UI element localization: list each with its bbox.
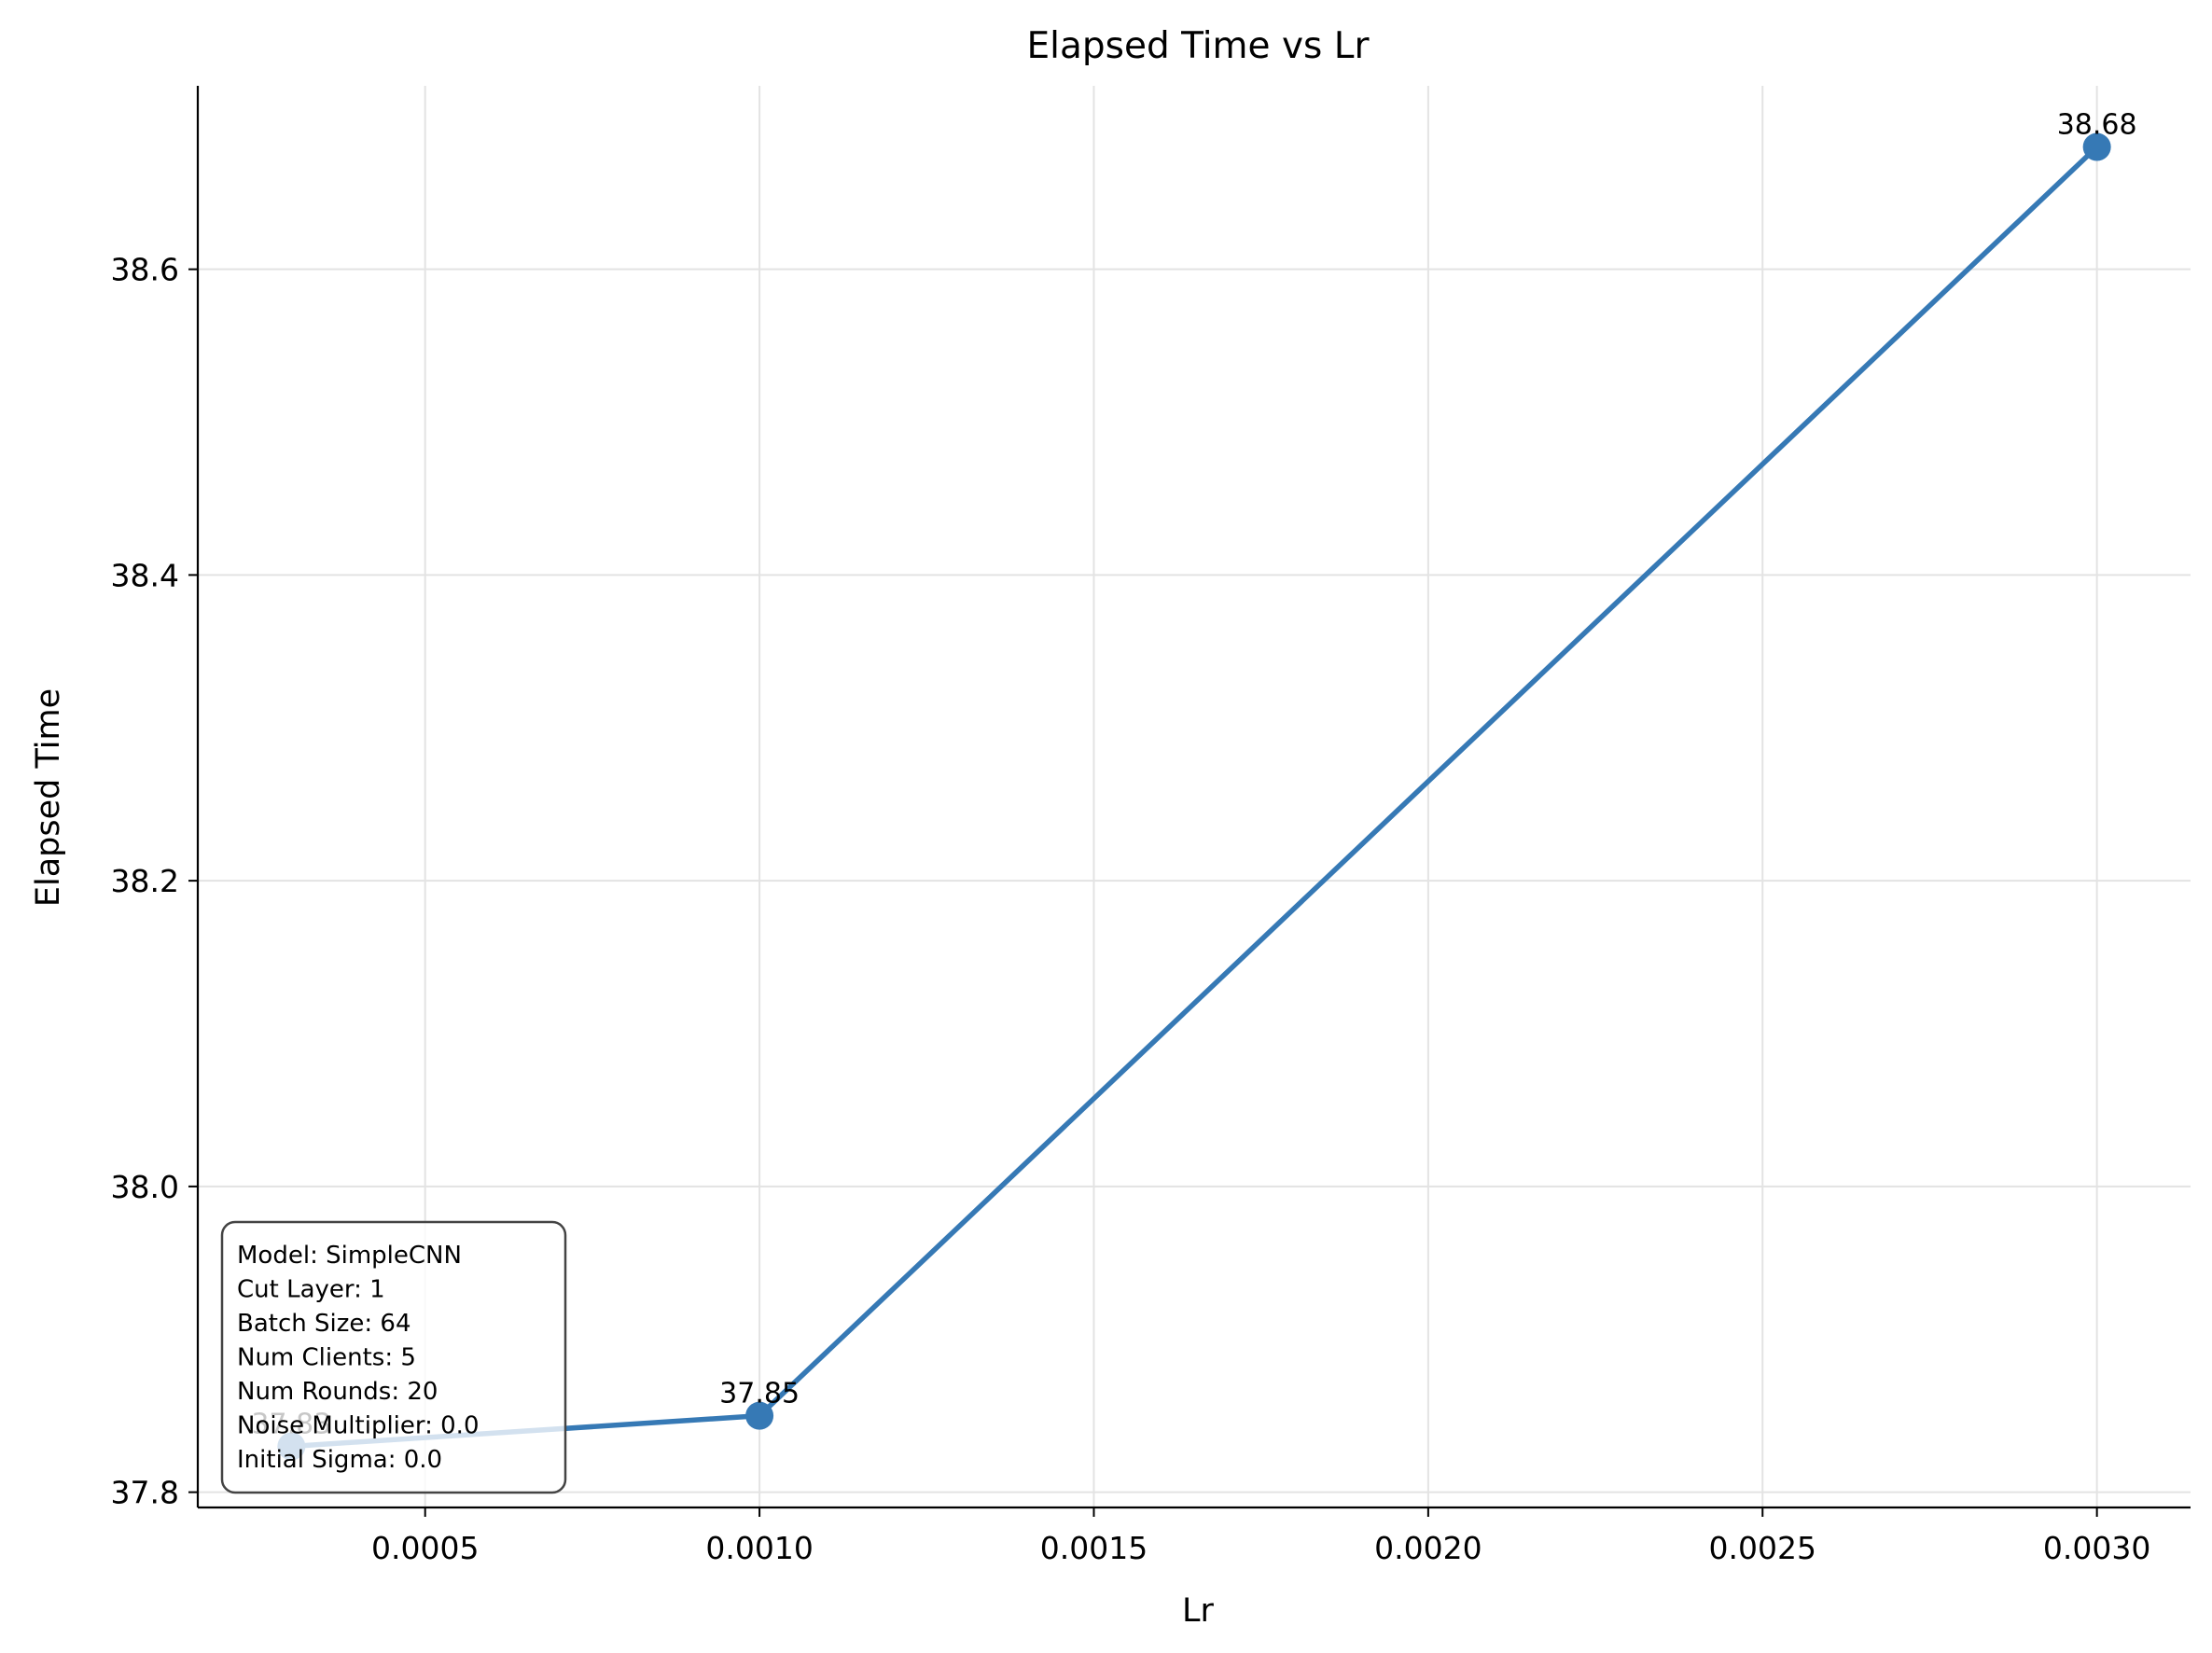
info-line: Num Clients: 5 [237,1344,416,1372]
x-tick-label: 0.0005 [371,1530,479,1566]
x-tick-label: 0.0010 [705,1530,813,1566]
x-tick-label: 0.0020 [1374,1530,1482,1566]
x-axis-label: Lr [1182,1592,1214,1630]
y-axis-label: Elapsed Time [30,688,67,907]
chart-title: Elapsed Time vs Lr [1027,25,1370,67]
y-tick-label: 38.0 [111,1169,179,1205]
data-point [2082,132,2111,161]
x-tick-label: 0.0015 [1040,1530,1148,1566]
info-line: Noise Multiplier: 0.0 [237,1412,480,1440]
data-label: 37.85 [719,1378,800,1410]
x-tick-label: 0.0030 [2043,1530,2150,1566]
info-line: Cut Layer: 1 [237,1276,385,1304]
info-line: Initial Sigma: 0.0 [237,1446,442,1474]
y-tick-label: 38.2 [111,863,179,899]
ticks: 0.0005 0.0010 0.0015 0.0020 0.0025 0.0030 37.8… [111,252,2151,1566]
info-box: Model: SimpleCNN Cut Layer: 1 Batch Size: … [220,1220,567,1494]
info-line: Model: SimpleCNN [237,1242,462,1270]
x-tick-label: 0.0025 [1709,1530,1816,1566]
y-tick-label: 37.8 [111,1475,179,1511]
info-line: Num Rounds: 20 [237,1378,438,1406]
info-line: Batch Size: 64 [237,1310,410,1338]
axes [196,86,2191,1509]
data-label: 38.68 [2057,109,2137,142]
info-box-frame [220,1220,567,1494]
data-point [745,1401,774,1430]
y-tick-label: 38.4 [111,557,179,593]
y-tick-label: 38.6 [111,252,179,288]
